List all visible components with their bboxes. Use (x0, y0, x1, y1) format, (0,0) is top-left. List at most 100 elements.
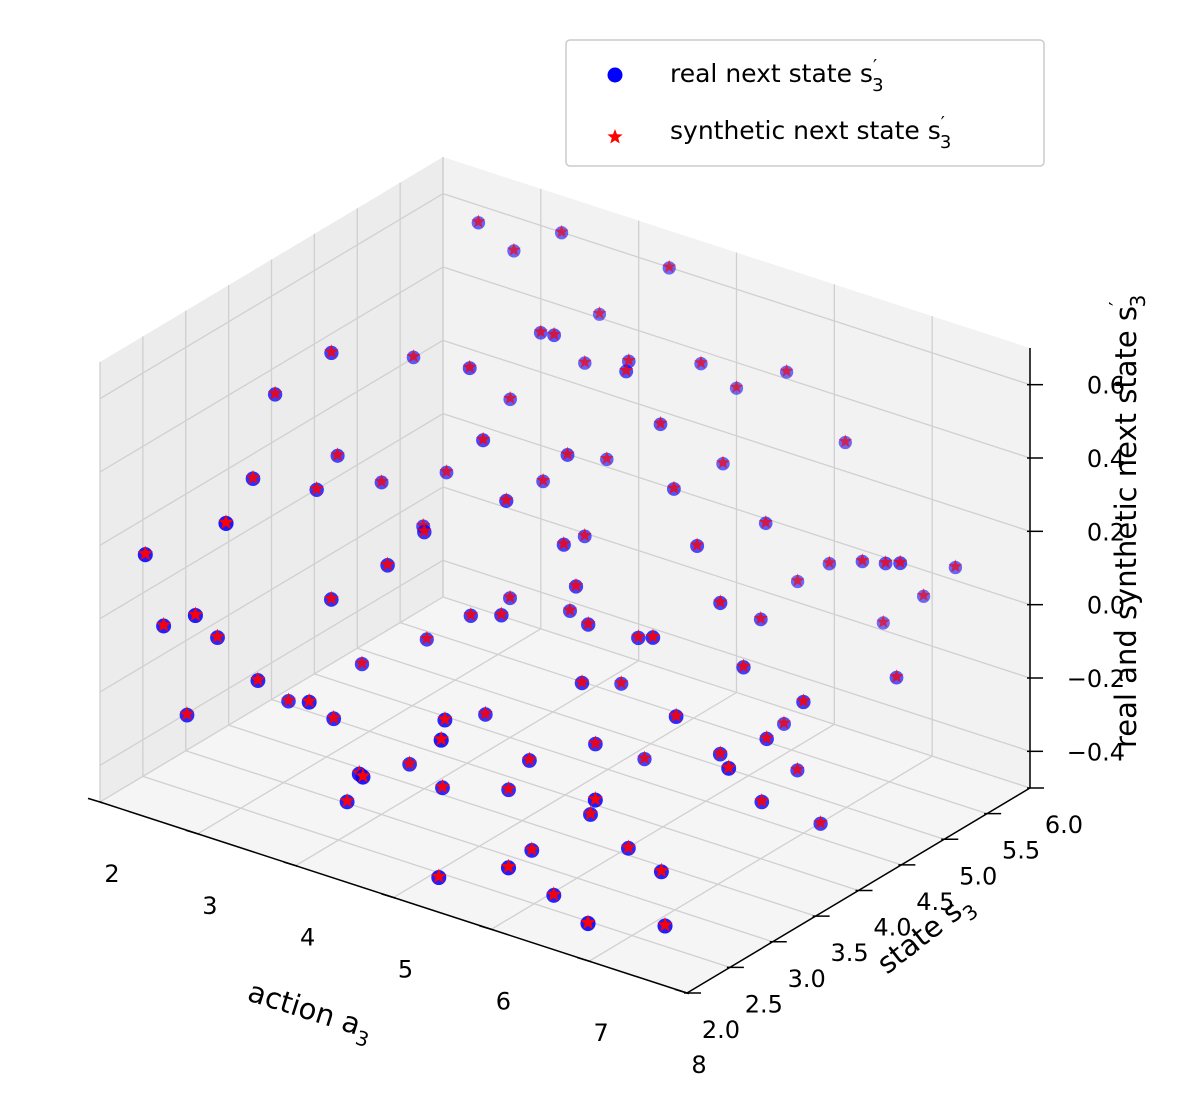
y-tick-label: 6.0 (1045, 811, 1083, 839)
grid-line-y-floor (185, 750, 773, 943)
synthetic-point (499, 492, 514, 507)
synthetic-point (588, 735, 603, 750)
grid-line-z-back (442, 559, 1031, 752)
synthetic-point (439, 464, 454, 478)
synthetic-point (324, 344, 339, 359)
synthetic-point (657, 916, 673, 932)
z-tick-label: 0.2 (1087, 518, 1125, 546)
synthetic-point (889, 669, 904, 683)
synthetic-point (878, 555, 893, 569)
synthetic-point (754, 793, 770, 808)
z-axis-label: real and synthetic next state s′3 (1105, 295, 1150, 748)
synthetic-point (599, 451, 614, 465)
synthetic-point (475, 431, 491, 446)
grid-line-y-floor (271, 698, 859, 892)
synthetic-point (713, 594, 728, 609)
synthetic-point (577, 528, 592, 542)
synthetic-point (402, 755, 417, 770)
grid-line-z-left (99, 193, 444, 400)
synthetic-point (796, 693, 811, 708)
synthetic-point (218, 514, 234, 529)
grid-line-y-floor (314, 673, 902, 866)
synthetic-point (574, 674, 590, 689)
synthetic-point (893, 554, 908, 569)
synthetic-point (556, 536, 571, 550)
grid-line-z-left (99, 413, 444, 620)
synthetic-point (137, 545, 153, 561)
synthetic-point (592, 306, 607, 320)
grid-line-z-left (99, 266, 444, 473)
x-tick (185, 829, 201, 836)
synthetic-point (716, 455, 730, 469)
synthetic-point (568, 577, 584, 592)
grid-line-z-left (99, 486, 444, 693)
synthetic-point (501, 780, 517, 796)
grid-line-z-back (442, 339, 1031, 532)
synthetic-point (156, 617, 172, 632)
synthetic-point (463, 607, 479, 621)
legend-box (565, 39, 1045, 167)
grid-line-y-floor (442, 596, 1031, 789)
synthetic-point (354, 655, 370, 670)
x-tick (283, 861, 298, 867)
synthetic-point (736, 658, 751, 673)
legend: real next state s′ 3 synthetic next state… (565, 39, 1045, 167)
z-tick-label: 0.0 (1087, 592, 1125, 620)
synthetic-point (524, 841, 540, 856)
y-tick-label: 4.5 (916, 888, 954, 916)
synthetic-point (547, 326, 562, 341)
legend-label-synthetic: synthetic next state s′ 3 (670, 113, 951, 153)
synthetic-point (876, 614, 890, 628)
synthetic-point (502, 589, 518, 604)
synthetic-point (758, 515, 773, 529)
synthetic-point (666, 480, 681, 495)
synthetic-point (838, 434, 853, 448)
z-tick-label: 0.4 (1087, 445, 1125, 473)
grid-line-z-left (99, 559, 444, 766)
synthetic-point (668, 707, 684, 722)
grid-line-z-back (442, 193, 1031, 386)
z-tick-label: 0.6 (1087, 372, 1125, 400)
y-tick-label: 3.0 (788, 965, 826, 993)
synthetic-point (536, 473, 551, 487)
synthetic-point (355, 767, 371, 783)
x-tick (87, 797, 103, 804)
synthetic-point (301, 693, 317, 708)
legend-marker-real (607, 67, 623, 83)
x-tick (381, 893, 396, 899)
x-tick-label: 8 (691, 1051, 706, 1079)
legend-marker-synthetic (607, 129, 623, 144)
grid-line-z-back (442, 486, 1031, 679)
synthetic-point (619, 362, 634, 377)
synthetic-point (580, 914, 596, 930)
synthetic-point (822, 555, 837, 569)
x-tick-label: 4 (300, 924, 315, 952)
synthetic-point (374, 474, 389, 488)
synthetic-point (471, 214, 486, 228)
synthetic-point (662, 259, 676, 273)
synthetic-point (533, 324, 548, 338)
synthetic-point (759, 730, 775, 745)
synthetic-point (813, 815, 828, 829)
synthetic-point (753, 610, 768, 625)
x-tick-label: 3 (202, 892, 217, 920)
synthetic-point (416, 523, 432, 538)
axes-panes (100, 157, 1030, 993)
synthetic-point (587, 791, 603, 806)
synthetic-point (614, 675, 629, 689)
y-tick-label: 2.5 (745, 990, 783, 1018)
synthetic-point (546, 886, 562, 901)
synthetic-point (694, 355, 708, 369)
synthetic-point (187, 606, 204, 622)
data-points (137, 214, 963, 934)
synthetic-point (179, 706, 195, 721)
synthetic-point (712, 745, 728, 760)
synthetic-point (416, 518, 431, 532)
tick-marks (87, 383, 1044, 995)
synthetic-point (690, 537, 705, 552)
synthetic-point (419, 630, 435, 645)
synthetic-point (309, 481, 325, 496)
synthetic-point (433, 731, 449, 746)
synthetic-point (580, 615, 596, 630)
